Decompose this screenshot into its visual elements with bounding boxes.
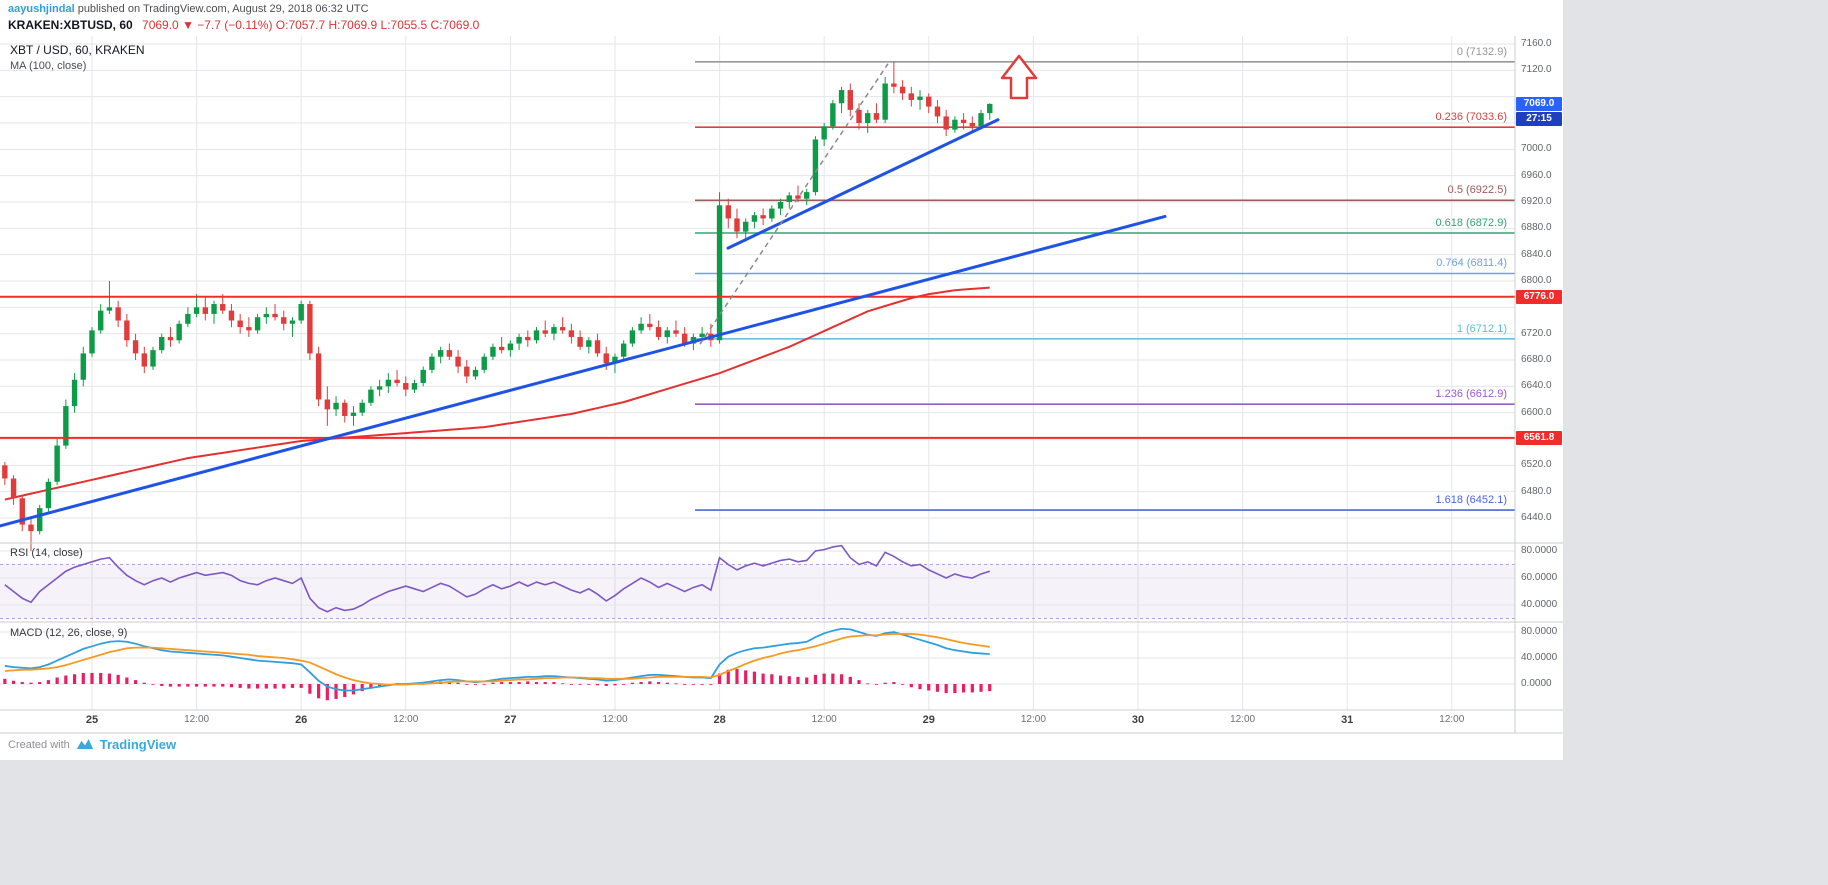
macd-legend: MACD (12, 26, close, 9) (10, 627, 128, 639)
attribution-text: published on TradingView.com, August 29,… (74, 3, 369, 15)
chart-card: aayushjindal published on TradingView.co… (0, 0, 1563, 760)
attribution-bar: aayushjindal published on TradingView.co… (8, 3, 369, 15)
author-link[interactable]: aayushjindal (8, 3, 75, 15)
symbol-quote: 7069.0 ▼ −7.7 (−0.11%) O:7057.7 H:7069.9… (142, 18, 480, 32)
tradingview-logo-icon (76, 739, 93, 749)
symbol-bar: KRAKEN:XBTUSD, 60 7069.0 ▼ −7.7 (−0.11%)… (8, 18, 479, 32)
main-pane-legend: XBT / USD, 60, KRAKEN MA (100, close) (10, 43, 145, 72)
chart-plot[interactable] (0, 0, 1563, 760)
footer-created-with: Created with (8, 738, 70, 751)
rsi-legend: RSI (14, close) (10, 547, 83, 559)
ma-legend: MA (100, close) (10, 60, 87, 72)
symbol-title: KRAKEN:XBTUSD, 60 (8, 18, 133, 32)
main-legend-title: XBT / USD, 60, KRAKEN (10, 43, 145, 57)
tradingview-link[interactable]: TradingView (99, 737, 177, 752)
footer: Created with TradingView (8, 737, 176, 752)
